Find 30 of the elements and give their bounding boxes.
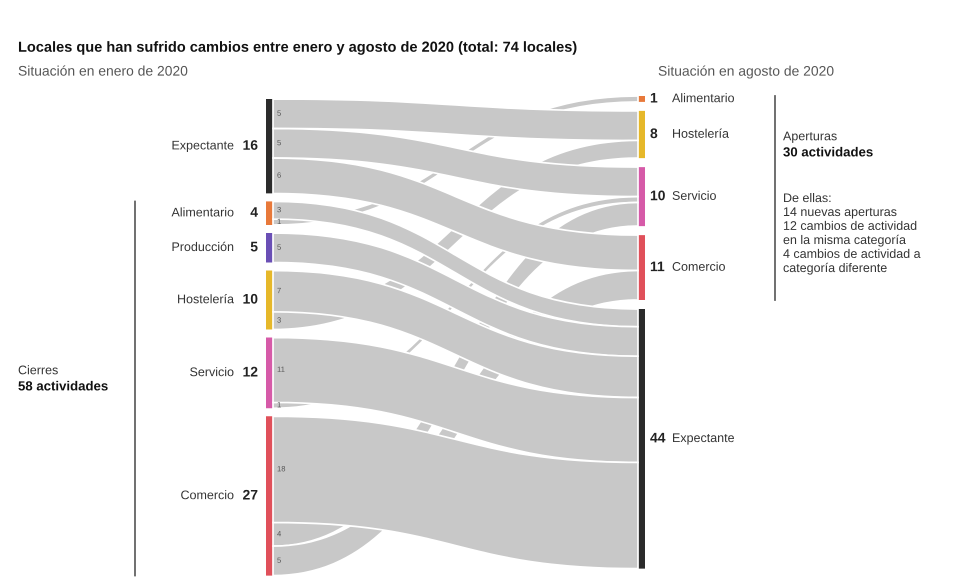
text: De ellas: 14 nuevas aperturas 12 cambios de actividad en la misma categoría 4 cambios de actividad a categoría diferente <box>783 193 921 275</box>
text: 58 actividades <box>18 380 108 391</box>
text: Alimentario <box>672 93 734 102</box>
data-label: 16 <box>243 140 258 150</box>
category-label: Servicio <box>190 367 234 376</box>
category-label: Expectante <box>172 140 234 152</box>
category-label: Producción <box>172 242 234 252</box>
text: 44 <box>650 432 666 442</box>
text: Expectante <box>673 433 734 445</box>
data-label: 12 <box>243 366 258 376</box>
text: Situación en enero de 2020 <box>18 65 188 76</box>
text: Comercio <box>672 262 725 271</box>
text: Aperturas <box>783 132 837 143</box>
data-label: 5 <box>250 242 258 252</box>
text: 10 <box>650 190 665 200</box>
data-label: 27 <box>243 490 258 500</box>
data-label: 10 <box>243 294 258 304</box>
text: Hostelería <box>673 128 729 138</box>
data-label: 4 <box>250 207 258 217</box>
text: 11 <box>650 262 664 272</box>
text: Locales que han sufrido cambios entre enero y agosto de 2020 (total: 74 locales) <box>18 41 576 55</box>
text: Servicio <box>672 190 716 200</box>
text: 8 <box>650 128 658 138</box>
text: Situación en agosto de 2020 <box>658 65 834 79</box>
category-label: Alimentario <box>172 207 234 217</box>
text: 30 actividades <box>783 146 873 157</box>
category-label: Hostelería <box>178 294 234 304</box>
category-label: Comercio <box>181 490 234 500</box>
text: 1 <box>650 92 658 103</box>
text: Cierres <box>18 365 58 374</box>
